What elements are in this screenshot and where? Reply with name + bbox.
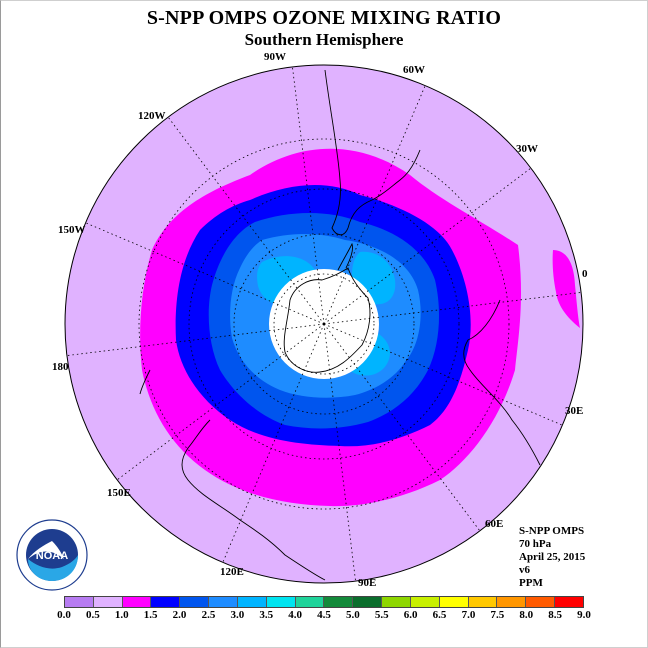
colorbar-tick-label: 2.0	[172, 609, 187, 621]
map-title: S-NPP OMPS OZONE MIXING RATIO	[146, 7, 502, 29]
latitude-circle	[188, 188, 460, 460]
colorbar-tick-label: 8.5	[548, 609, 562, 621]
colorbar-segment	[353, 597, 383, 607]
lon-label-0: 0	[582, 268, 588, 280]
colorbar-segment	[93, 597, 123, 607]
noaa-logo-text: NOAA	[36, 550, 68, 562]
coast-antarctica	[283, 267, 371, 373]
colorbar-tick-label: 4.0	[288, 609, 302, 621]
graticule	[66, 66, 582, 582]
info-level: 70 hPa	[519, 538, 552, 550]
lon-label-60e: 60E	[485, 518, 504, 530]
lon-label-60w: 60W	[403, 64, 425, 76]
colorbar-tick-label: 7.0	[461, 609, 476, 621]
colorbar-tick-label: 3.0	[230, 609, 245, 621]
latitude-circle	[138, 138, 510, 510]
colorbar-segment	[410, 597, 440, 607]
lon-label-150w: 150W	[58, 224, 86, 236]
lon-label-90e: 90E	[358, 577, 377, 589]
colorbar	[64, 596, 584, 608]
coastlines	[139, 69, 541, 581]
coast-australia	[181, 419, 326, 581]
colorbar-segment	[439, 597, 469, 607]
lon-label-30e: 30E	[565, 405, 584, 417]
colorbar-tick-label: 1.5	[143, 609, 158, 621]
colorbar-tick-label: 5.0	[346, 609, 360, 621]
colorbar-tick-label: 6.0	[403, 609, 418, 621]
colorbar-segment	[122, 597, 152, 607]
colorbar-segment	[237, 597, 267, 607]
latitude-circle	[273, 273, 375, 375]
coast-antarctic-peninsula	[337, 242, 353, 271]
colorbar-tick-label: 7.5	[490, 609, 505, 621]
colorbar-segment	[65, 597, 94, 607]
lon-label-120w: 120W	[138, 110, 166, 122]
lon-label-120e: 120E	[220, 566, 244, 578]
lon-label-30w: 30W	[516, 143, 538, 155]
noaa-logo: NOAA	[16, 519, 88, 591]
colorbar-tick-label: 9.0	[577, 609, 591, 621]
colorbar-tick-label: 4.5	[317, 609, 331, 621]
colorbar-segment	[209, 597, 238, 607]
colorbar-segment	[266, 597, 296, 607]
colorbar-segment	[324, 597, 354, 607]
lon-label-150e: 150E	[107, 487, 131, 499]
coast-south-america	[324, 69, 421, 236]
colorbar-tick-label: 2.5	[201, 609, 216, 621]
colorbar-segment	[468, 597, 498, 607]
map-subtitle: Southern Hemisphere	[244, 30, 404, 49]
info-block: S-NPP OMPS 70 hPa April 25, 2015 v6 PPM	[519, 525, 585, 590]
colorbar-tick-label: 8.0	[519, 609, 534, 621]
colorbar-segment	[151, 597, 181, 607]
lon-label-90w: 90W	[264, 51, 286, 63]
colorbar-segment	[526, 597, 556, 607]
colorbar-tick-label: 0.0	[57, 609, 71, 621]
colorbar-tick-label: 0.5	[86, 609, 100, 621]
info-date: April 25, 2015	[519, 551, 586, 563]
info-version: v6	[519, 564, 530, 576]
map-border	[64, 64, 584, 584]
colorbar-segment	[555, 597, 583, 607]
colorbar-tick-label: 6.5	[432, 609, 447, 621]
info-units: PPM	[519, 577, 543, 589]
coast-nz	[139, 369, 151, 395]
coast-africa	[463, 299, 541, 466]
colorbar-tick-label: 3.5	[259, 609, 274, 621]
latitude-circle	[233, 233, 415, 415]
colorbar-segment	[295, 597, 325, 607]
colorbar-segment	[497, 597, 527, 607]
band-1.0-1.5-patch	[552, 250, 580, 328]
colorbar-tick-label: 1.0	[114, 609, 129, 621]
colorbar-segment	[382, 597, 411, 607]
info-instrument: S-NPP OMPS	[519, 525, 585, 537]
colorbar-tick-label: 5.5	[374, 609, 389, 621]
colorbar-segment	[180, 597, 210, 607]
lon-label-180: 180	[52, 361, 69, 373]
